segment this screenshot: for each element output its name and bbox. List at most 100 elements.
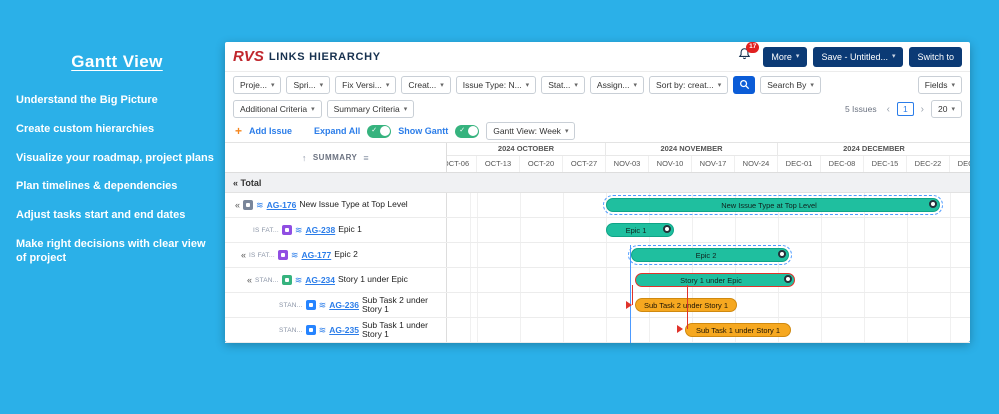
hierarchy-link-icon: ≋	[294, 274, 303, 285]
sort-ascending-icon[interactable]: ↑	[301, 152, 307, 163]
issue-summary: Epic 2	[334, 249, 358, 260]
timeline-cell: Sub Task 2 under Story 1	[447, 293, 970, 317]
issue-key-link[interactable]: AG-177	[301, 250, 332, 260]
issue-key-link[interactable]: AG-176	[266, 200, 297, 210]
week-header: OCT-13	[477, 156, 520, 172]
sprint-filter-label: Spri...	[293, 80, 316, 90]
relation-badge: STAN...	[255, 276, 279, 284]
benefit-bullet: Understand the Big Picture	[16, 94, 158, 106]
issue-cell: « STAN... ≋ AG-234 Story 1 under Epic	[225, 268, 447, 292]
chevron-down-icon: ▾	[951, 105, 955, 113]
expand-all-toggle[interactable]	[367, 124, 392, 138]
gantt-section: ↑ SUMMARY ≡ 2024 OCTOBER 2024 NOVEMBER 2…	[225, 142, 970, 343]
issue-type-filter[interactable]: Issue Type: N... ▾	[455, 76, 537, 94]
created-filter[interactable]: Creat... ▾	[401, 76, 451, 94]
header-actions: 17 More ▾ Save - Untitled... ▾ Switch to	[738, 42, 962, 67]
issue-summary: Epic 1	[338, 224, 362, 235]
issue-key-link[interactable]: AG-235	[329, 325, 359, 335]
collapse-chevron-icon[interactable]: «	[235, 200, 241, 210]
switch-to-button[interactable]: Switch to	[909, 46, 962, 67]
assignee-filter[interactable]: Assign... ▾	[589, 76, 645, 94]
expand-all-link[interactable]: Expand All	[314, 126, 361, 136]
project-filter-label: Proje...	[240, 80, 267, 90]
table-row: STAN... ≋ AG-236 Sub Task 2 under Story …	[225, 293, 970, 318]
gantt-bar[interactable]: Sub Task 2 under Story 1	[635, 298, 737, 312]
gantt-bar[interactable]: Epic 1	[606, 223, 674, 237]
show-gantt-toggle[interactable]	[455, 124, 480, 138]
sprint-filter[interactable]: Spri... ▾	[286, 76, 331, 94]
notifications-bell-icon[interactable]: 17	[738, 42, 760, 66]
rvs-logo: RVS	[233, 48, 264, 65]
chevron-down-icon: ▾	[810, 81, 814, 89]
chevron-down-icon: ▾	[564, 127, 569, 135]
page-size-select[interactable]: 20 ▾	[931, 100, 962, 118]
fix-version-filter[interactable]: Fix Versi... ▾	[335, 76, 397, 94]
summary-criteria-label: Summary Criteria	[333, 104, 400, 114]
summary-criteria-button[interactable]: Summary Criteria ▾	[326, 100, 415, 118]
bar-label: Sub Task 1 under Story 1	[695, 325, 781, 335]
page-number[interactable]: 1	[896, 102, 914, 116]
search-by-label: Search By	[767, 80, 807, 90]
relation-badge: IS FAT...	[249, 251, 275, 259]
benefit-bullet: Adjust tasks start and end dates	[16, 209, 186, 221]
chevron-down-icon: ▾	[951, 81, 955, 89]
table-row: « STAN... ≋ AG-234 Story 1 under Epic St…	[225, 268, 970, 293]
search-icon	[739, 78, 750, 93]
timeline-cell: Sub Task 1 under Story 1	[447, 318, 970, 342]
save-button[interactable]: Save - Untitled... ▾	[813, 46, 904, 67]
bar-label: Story 1 under Epic	[680, 275, 742, 285]
column-menu-icon[interactable]: ≡	[363, 152, 370, 163]
gantt-bar[interactable]: Story 1 under Epic	[635, 273, 795, 287]
gantt-bar[interactable]: New Issue Type at Top Level	[603, 195, 943, 215]
fields-label: Fields	[924, 80, 948, 90]
sort-by-filter[interactable]: Sort by: creat... ▾	[649, 76, 729, 94]
week-header: NOV-10	[649, 156, 692, 172]
week-header: DEC-01	[778, 156, 821, 172]
bar-label: Epic 2	[695, 250, 717, 260]
issue-cell: STAN... ≋ AG-236 Sub Task 2 under Story …	[225, 293, 447, 317]
chevron-down-icon: ▾	[311, 105, 315, 113]
show-gantt-link[interactable]: Show Gantt	[398, 126, 449, 136]
week-header: DEC-15	[864, 156, 907, 172]
total-row[interactable]: « Total	[225, 173, 970, 193]
relation-badge: IS FAT...	[253, 226, 279, 234]
bar-label: Epic 1	[625, 225, 647, 235]
hierarchy-link-icon: ≋	[294, 224, 303, 235]
gantt-body: « Total « ≋ AG-176 New Issue Type at Top…	[225, 173, 970, 343]
gantt-toolbar: + Add Issue Expand All Show Gantt Gantt …	[225, 120, 970, 142]
issue-cell: STAN... ≋ AG-235 Sub Task 1 under Story …	[225, 318, 447, 342]
page-prev-icon[interactable]: ‹	[886, 103, 890, 115]
more-button[interactable]: More ▾	[763, 46, 808, 67]
summary-column-header[interactable]: ↑ SUMMARY ≡	[225, 143, 447, 172]
page-next-icon[interactable]: ›	[920, 103, 925, 115]
timeline-cell: New Issue Type at Top Level	[447, 193, 970, 217]
chevron-down-icon: ▾	[574, 81, 578, 89]
issue-key-link[interactable]: AG-236	[329, 300, 359, 310]
save-button-label: Save - Untitled...	[821, 51, 888, 62]
fields-button[interactable]: Fields ▾	[917, 76, 962, 94]
collapse-chevron-icon[interactable]: «	[241, 250, 247, 260]
search-button[interactable]	[733, 76, 756, 94]
project-filter[interactable]: Proje... ▾	[233, 76, 282, 94]
search-by-button[interactable]: Search By ▾	[760, 76, 821, 94]
app-window: RVS LINKS HIERARCHY 17 More ▾ Save - Unt…	[225, 42, 970, 343]
timeline-cell: Epic 2	[447, 243, 970, 267]
gantt-bar[interactable]: Epic 2	[628, 245, 792, 265]
gantt-bar[interactable]: Sub Task 1 under Story 1	[685, 323, 791, 337]
criteria-bar: Additional Criteria ▾ Summary Criteria ▾ 5…	[225, 98, 970, 120]
chevron-down-icon: ▾	[319, 81, 324, 89]
gantt-view-select[interactable]: Gantt View: Week ▾	[486, 122, 576, 140]
plus-icon: +	[235, 124, 243, 138]
month-header: 2024 NOVEMBER	[606, 143, 778, 155]
issue-summary: New Issue Type at Top Level	[299, 199, 408, 210]
timeline-cell: Story 1 under Epic	[447, 268, 970, 292]
issue-type-filter-label: Issue Type: N...	[462, 80, 522, 90]
additional-criteria-button[interactable]: Additional Criteria ▾	[233, 100, 322, 118]
issue-key-link[interactable]: AG-238	[305, 225, 336, 235]
chevron-down-icon: ▾	[795, 53, 800, 60]
collapse-chevron-icon[interactable]: «	[247, 275, 253, 285]
status-filter[interactable]: Stat... ▾	[541, 76, 585, 94]
app-header: RVS LINKS HIERARCHY 17 More ▾ Save - Unt…	[225, 42, 970, 72]
add-issue-link[interactable]: Add Issue	[249, 126, 293, 136]
issue-key-link[interactable]: AG-234	[305, 275, 335, 285]
